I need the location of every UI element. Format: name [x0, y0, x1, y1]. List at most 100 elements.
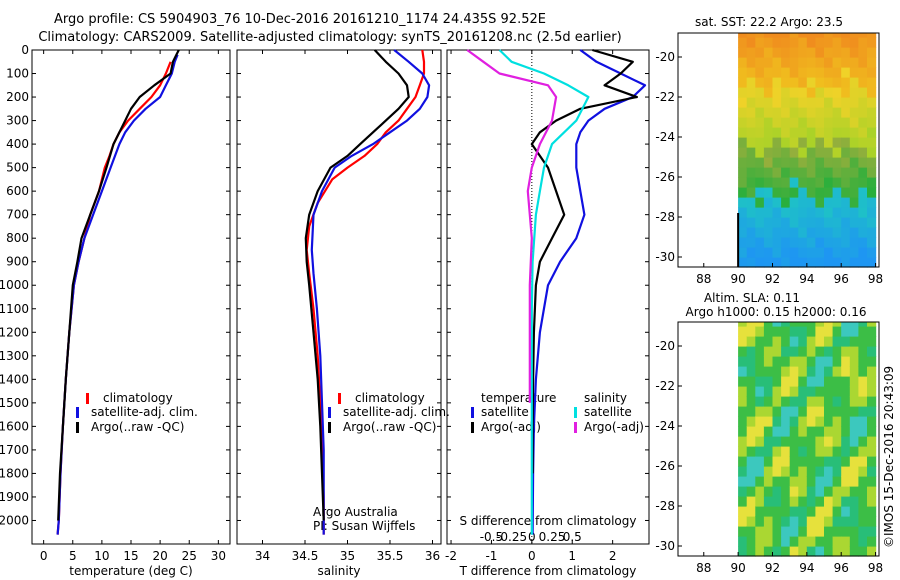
sst-map-cell	[738, 37, 748, 48]
sst-map-cell	[781, 137, 791, 148]
sst-map-cell	[858, 97, 868, 108]
sla-map-cell	[738, 322, 748, 327]
depth-tick-label: 800	[6, 231, 29, 245]
sst-map-cell	[781, 107, 791, 118]
sst-map-cell	[738, 87, 748, 98]
sla-map-cell	[858, 396, 868, 407]
sla-map-cell	[867, 466, 877, 477]
sst-map-xtick-label: 96	[834, 272, 849, 286]
sst-map-cell	[789, 207, 799, 218]
sla-map-cell	[832, 536, 842, 547]
sla-map-cell	[738, 526, 748, 537]
legend-swatch-argo	[76, 422, 79, 433]
sla-map-cell	[858, 416, 868, 427]
sla-map-cell	[849, 426, 859, 437]
sla-map-cell	[789, 416, 799, 427]
sla-map-cell	[746, 366, 756, 377]
sst-map-cell	[755, 257, 765, 268]
sla-map-cell	[806, 486, 816, 497]
sst-map-cell	[832, 187, 842, 198]
sla-map-cell	[824, 336, 834, 347]
sla-map-cell	[772, 506, 782, 517]
sla-map-cell	[832, 546, 842, 557]
sla-map-cell	[824, 366, 834, 377]
header-line-2: Climatology: CARS2009. Satellite-adjuste…	[38, 30, 621, 45]
sst-map-cell	[763, 37, 774, 48]
sst-map-cell	[746, 33, 756, 38]
sla-map-cell	[832, 366, 842, 377]
sst-map-xtick-label: 90	[730, 272, 745, 286]
difference-xtick-label: -1	[485, 549, 497, 563]
salinity-series-1	[310, 49, 431, 535]
sst-map-cell	[755, 177, 765, 188]
sst-map-cell	[858, 197, 868, 208]
sla-map-cell	[858, 376, 868, 387]
sla-map-cell	[738, 536, 748, 547]
sla-map-cell	[824, 506, 834, 517]
sst-map-cell	[867, 57, 877, 68]
sla-map-cell	[763, 496, 774, 507]
temperature-xtick-label: 5	[69, 549, 77, 563]
sst-map-cell	[755, 157, 765, 168]
temperature-xtick-label: 15	[123, 549, 138, 563]
sla-map-cell	[781, 496, 791, 507]
legend-swatch-satellite	[76, 407, 79, 418]
salinity-xtick-label: 35.5	[377, 549, 404, 563]
sst-map-cell	[806, 187, 816, 198]
sla-map-cell	[849, 496, 859, 507]
sst-map-cell	[832, 107, 842, 118]
sla-map-cell	[849, 376, 859, 387]
sla-map-cell	[746, 356, 756, 367]
sla-map-cell	[789, 536, 799, 547]
sla-map-cell	[789, 446, 799, 457]
sla-map-cell	[738, 496, 748, 507]
sla-map-cell	[781, 546, 791, 557]
sla-map-cell	[789, 426, 799, 437]
sst-map-cell	[824, 217, 834, 228]
sst-map-cell	[858, 127, 868, 138]
sst-map-cell	[858, 247, 868, 258]
sla-map-cell	[798, 326, 808, 337]
difference-secondary-xlabel: S difference from climatology	[460, 514, 637, 528]
sla-map-cell	[849, 416, 859, 427]
sst-map-cell	[746, 207, 756, 218]
sla-map-cell	[867, 476, 877, 487]
sla-map-cell	[789, 486, 799, 497]
sla-map-cell	[755, 406, 765, 417]
sla-map-cell	[867, 322, 877, 327]
depth-tick-label: 1400	[0, 372, 29, 386]
sla-map-cell	[755, 456, 765, 467]
sst-map-cell	[798, 197, 808, 208]
sla-map-cell	[815, 496, 825, 507]
sla-map-cell	[841, 486, 851, 497]
sst-map-cell	[738, 97, 748, 108]
sla-map-cell	[789, 326, 799, 337]
sla-map-cell	[763, 336, 774, 347]
sst-map-cell	[746, 107, 756, 118]
sla-map-cell	[772, 436, 782, 447]
sla-map-cell	[763, 416, 774, 427]
sst-map-cell	[824, 33, 834, 38]
sla-map-cell	[867, 526, 877, 537]
sla-map-cell	[824, 526, 834, 537]
sla-map-cell	[746, 546, 756, 557]
sst-map-cell	[867, 227, 877, 238]
sla-map-cell	[824, 376, 834, 387]
sst-map-cell	[806, 217, 816, 228]
sla-map-cell	[867, 516, 877, 527]
sla-map-cell	[867, 336, 877, 347]
salinity-panel: salinity climatology satellite-adj. clim…	[236, 49, 450, 578]
sst-map-cell	[755, 127, 765, 138]
sst-map-cell	[824, 237, 834, 248]
sst-map-cell	[806, 57, 816, 68]
sst-map-cell	[772, 237, 782, 248]
sst-map-cell	[849, 167, 859, 178]
sla-map-cell	[841, 322, 851, 327]
sla-map-cell	[867, 426, 877, 437]
sst-map-cell	[763, 187, 774, 198]
depth-tick-label: 1700	[0, 443, 29, 457]
sst-map-cell	[858, 237, 868, 248]
sla-map-cell	[763, 456, 774, 467]
sla-map-cell	[849, 346, 859, 357]
sst-map-cell	[746, 127, 756, 138]
